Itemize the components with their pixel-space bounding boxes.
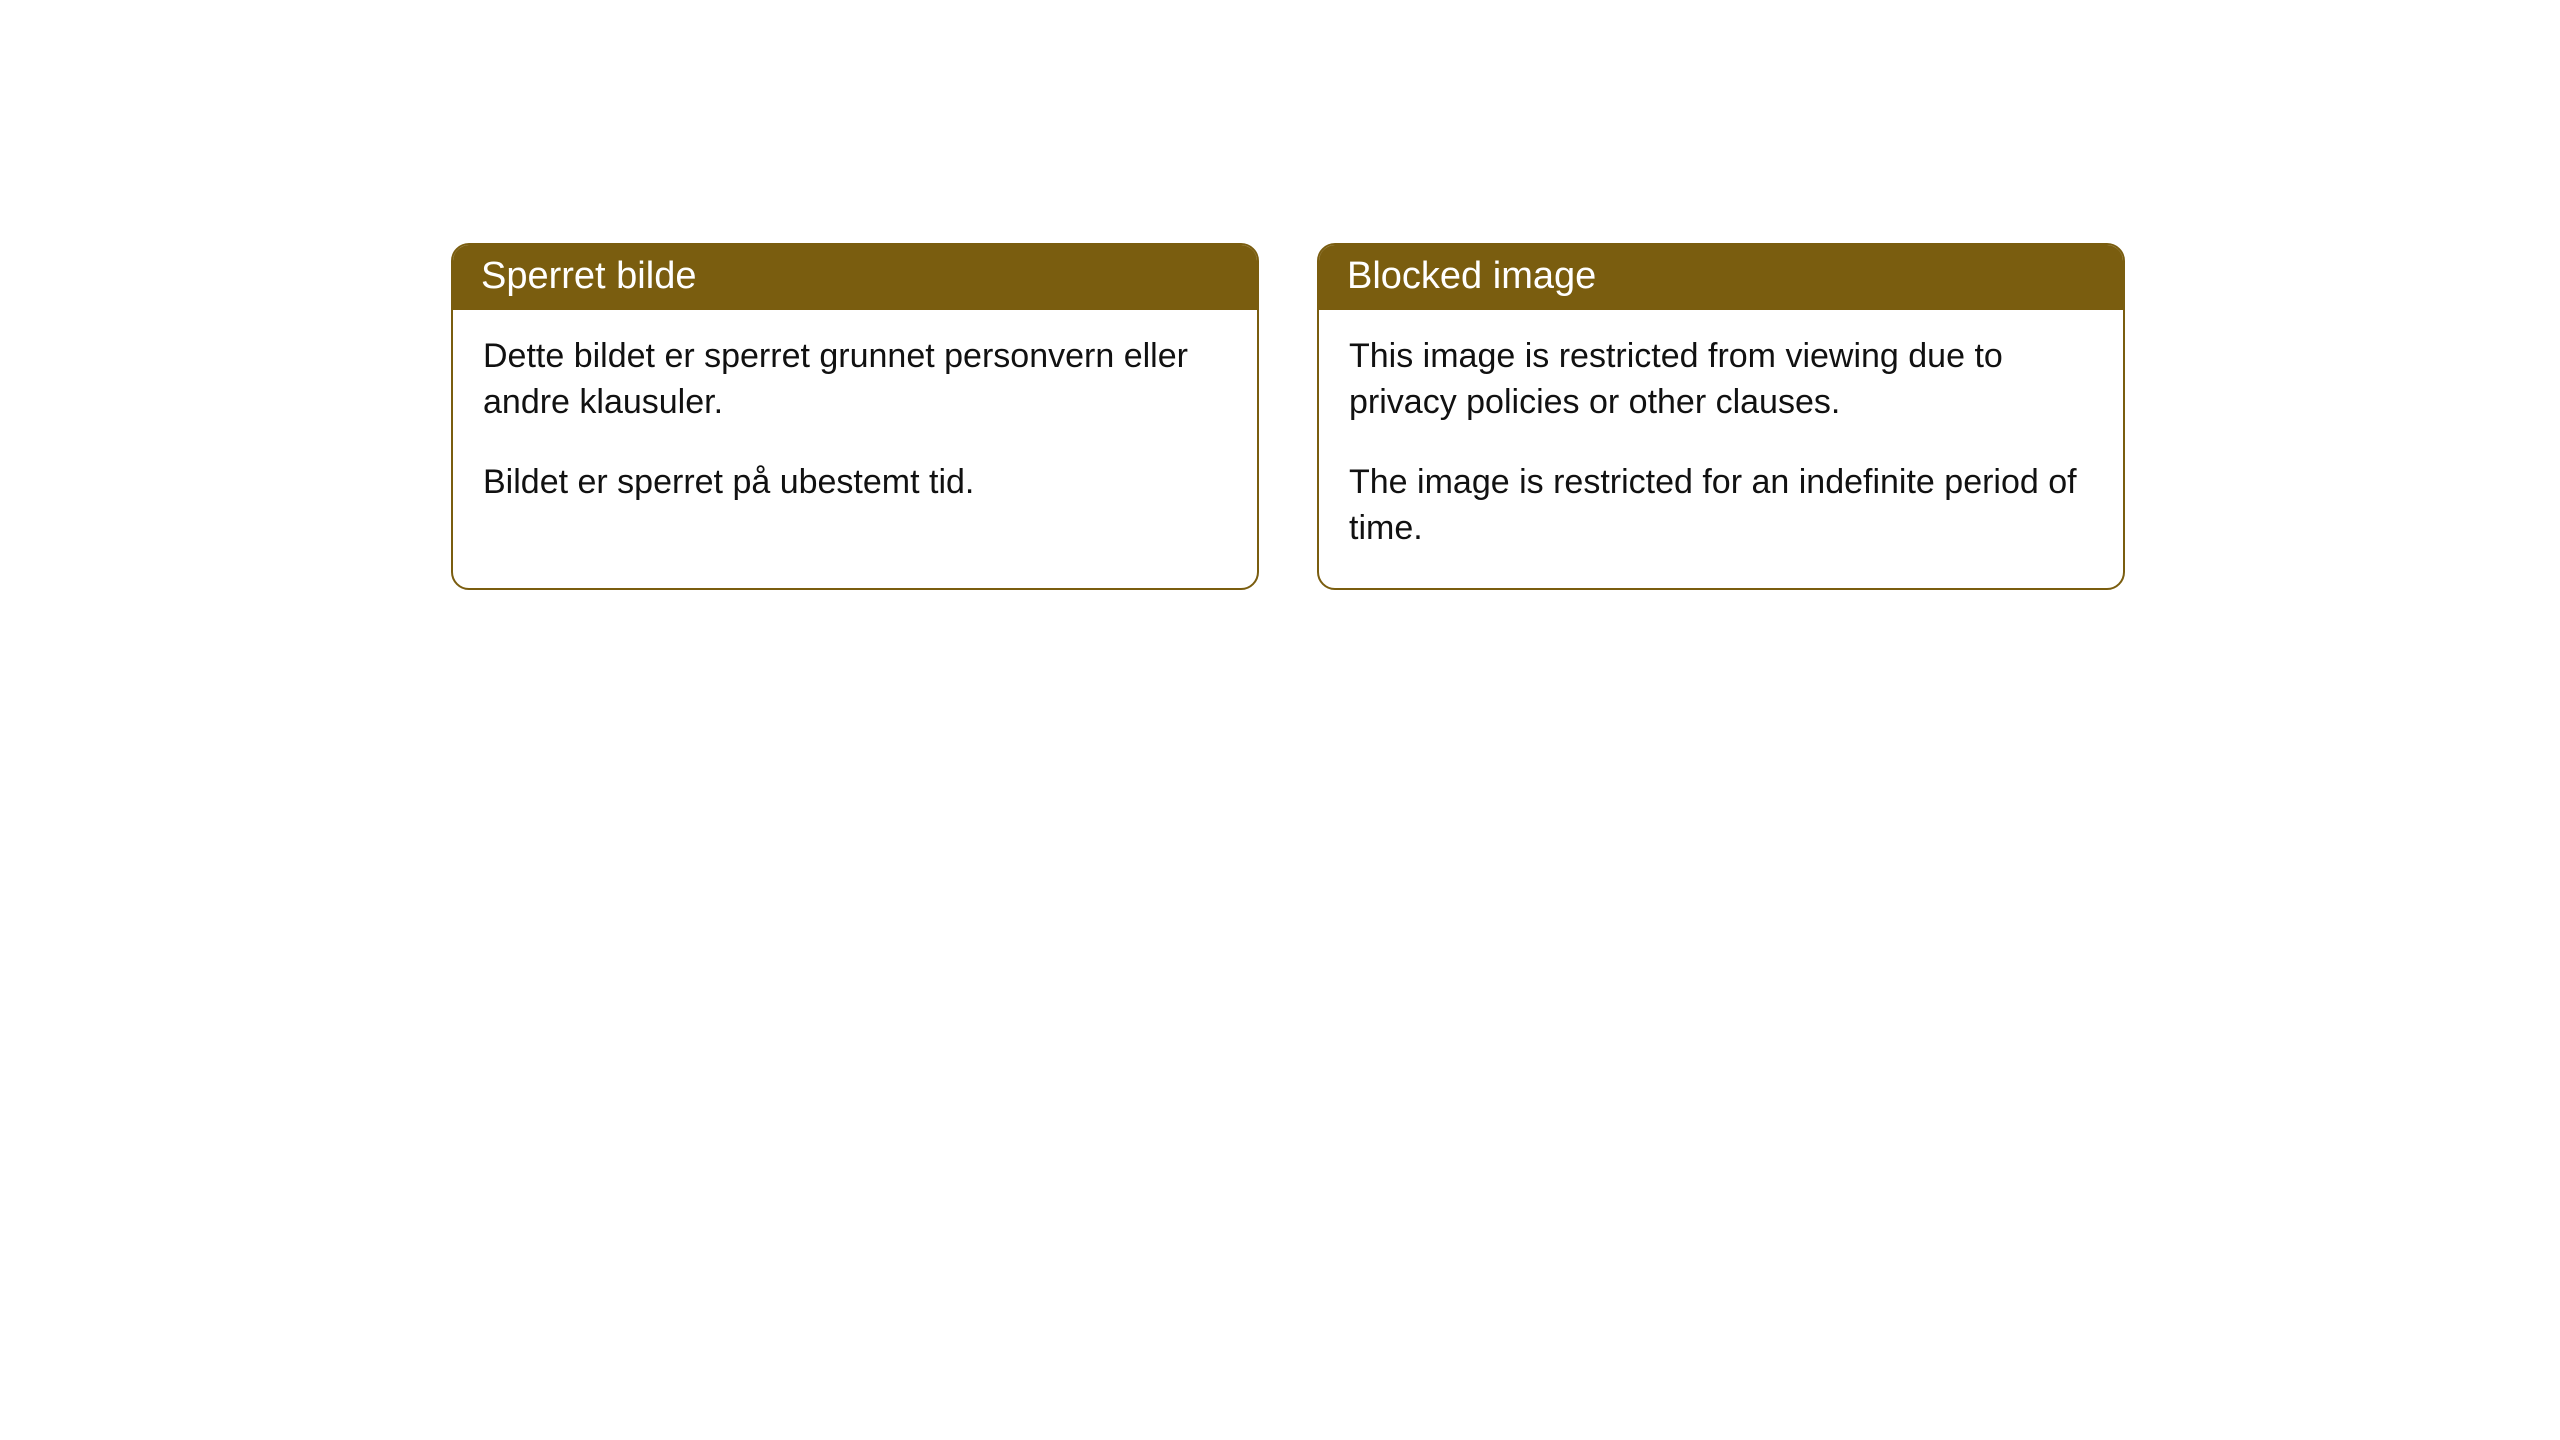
card-header-no: Sperret bilde [453,245,1257,310]
card-text-no-2: Bildet er sperret på ubestemt tid. [483,460,1227,506]
card-text-en-2: The image is restricted for an indefinit… [1349,460,2093,552]
card-header-en: Blocked image [1319,245,2123,310]
notice-cards-container: Sperret bilde Dette bildet er sperret gr… [0,0,2560,590]
card-body-en: This image is restricted from viewing du… [1319,310,2123,588]
blocked-image-card-no: Sperret bilde Dette bildet er sperret gr… [451,243,1259,590]
card-body-no: Dette bildet er sperret grunnet personve… [453,310,1257,542]
blocked-image-card-en: Blocked image This image is restricted f… [1317,243,2125,590]
card-text-en-1: This image is restricted from viewing du… [1349,334,2093,426]
card-text-no-1: Dette bildet er sperret grunnet personve… [483,334,1227,426]
